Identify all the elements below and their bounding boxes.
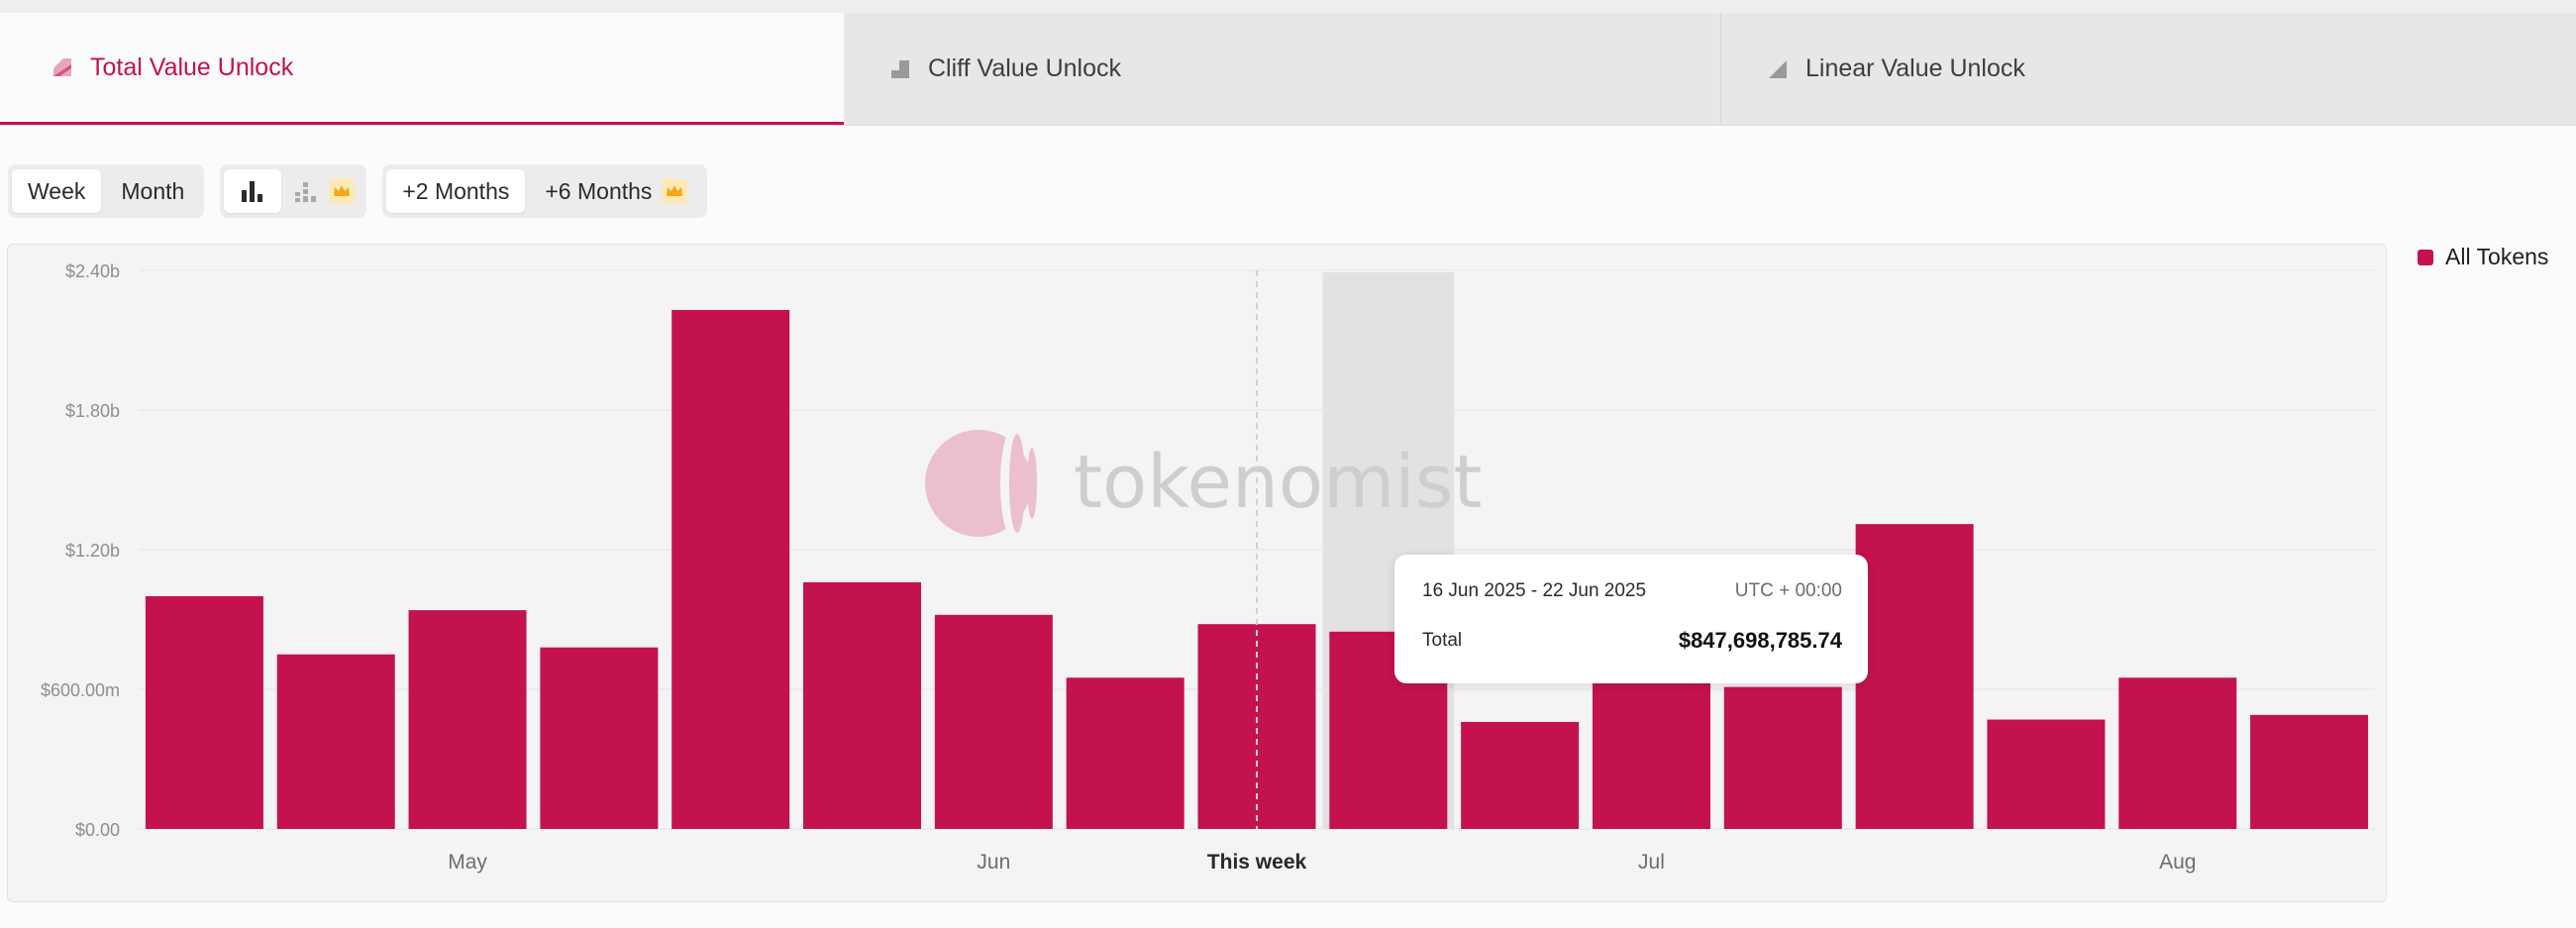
x-tick-label: Aug <box>2159 851 2196 874</box>
bar[interactable] <box>1066 677 1185 829</box>
chart-legend[interactable]: All Tokens <box>2418 244 2548 270</box>
x-tick-label: This week <box>1207 851 1307 874</box>
top-strip <box>0 0 2576 13</box>
linear-unlock-icon <box>1767 58 1789 80</box>
x-tick-label: Jul <box>1638 851 1665 874</box>
bar[interactable] <box>1855 524 1974 829</box>
bar[interactable] <box>408 610 527 829</box>
x-tick-label: May <box>448 851 487 874</box>
tooltip-date-range: 16 Jun 2025 - 22 Jun 2025 <box>1422 580 1647 601</box>
tooltip-total-label: Total <box>1422 630 1463 651</box>
tab-label: Total Value Unlock <box>90 52 294 81</box>
cliff-unlock-icon <box>889 58 911 80</box>
chart-panel: tokenomist $0.00 $600.00m $1.20b $1.80b $2.4… <box>7 244 2387 902</box>
watermark-text: tokenomist <box>1074 440 1482 525</box>
y-tick-label: $1.20b <box>65 541 120 561</box>
y-tick-label: $2.40b <box>65 261 120 281</box>
chart-controls: Week Month +2 Months +6 Months <box>8 164 708 218</box>
bar[interactable] <box>1987 719 2106 829</box>
unlock-bar-chart: tokenomist $0.00 $600.00m $1.20b $1.80b $2.4… <box>41 261 2375 874</box>
tooltip-timezone: UTC + 00:00 <box>1734 580 1842 601</box>
tooltip-total-value: $847,698,785.74 <box>1678 628 1842 653</box>
plus-6-months-button[interactable]: +6 Months <box>529 169 703 213</box>
chart-tooltip: 16 Jun 2025 - 22 Jun 2025 UTC + 00:00 To… <box>1394 555 1868 683</box>
crown-icon <box>662 178 688 204</box>
bar[interactable] <box>671 309 790 829</box>
bar-chart-button[interactable] <box>224 169 282 213</box>
bar[interactable] <box>1592 668 1710 829</box>
stacked-chart-icon <box>295 182 317 202</box>
bar[interactable] <box>2250 714 2369 829</box>
chart-type-toggle <box>220 164 367 218</box>
bar[interactable] <box>540 647 659 829</box>
tab-label: Linear Value Unlock <box>1805 54 2025 82</box>
period-toggle: Week Month <box>8 164 205 218</box>
bar[interactable] <box>1461 721 1580 829</box>
week-button[interactable]: Week <box>12 169 102 213</box>
legend-label: All Tokens <box>2445 244 2549 269</box>
bar-chart-icon <box>242 181 263 202</box>
tab-label: Cliff Value Unlock <box>928 54 1121 82</box>
plus-2-months-button[interactable]: +2 Months <box>386 169 526 213</box>
tab-cliff-value-unlock[interactable]: Cliff Value Unlock <box>844 13 1721 125</box>
tab-total-value-unlock[interactable]: Total Value Unlock <box>0 13 844 125</box>
bar[interactable] <box>934 614 1053 829</box>
crown-icon <box>329 178 356 204</box>
unlock-tabs: Total Value Unlock Cliff Value Unlock Li… <box>0 13 2576 126</box>
bar[interactable] <box>145 596 263 829</box>
tokenomist-logo-icon <box>925 430 1037 537</box>
y-tick-label: $1.80b <box>65 401 120 421</box>
tab-linear-value-unlock[interactable]: Linear Value Unlock <box>1721 13 2576 125</box>
range-toggle: +2 Months +6 Months <box>382 164 708 218</box>
x-tick-label: Jun <box>977 851 1010 874</box>
stacked-chart-button[interactable] <box>285 169 362 213</box>
total-unlock-icon <box>52 56 73 78</box>
plus-6-months-label: +6 Months <box>545 177 653 204</box>
legend-swatch <box>2418 249 2433 265</box>
bar[interactable] <box>1723 686 1842 829</box>
y-tick-label: $600.00m <box>41 680 120 700</box>
y-tick-label: $0.00 <box>75 820 120 840</box>
bar[interactable] <box>276 654 395 829</box>
month-button[interactable]: Month <box>121 177 185 204</box>
bar[interactable] <box>2118 677 2237 829</box>
bar[interactable] <box>803 581 922 829</box>
